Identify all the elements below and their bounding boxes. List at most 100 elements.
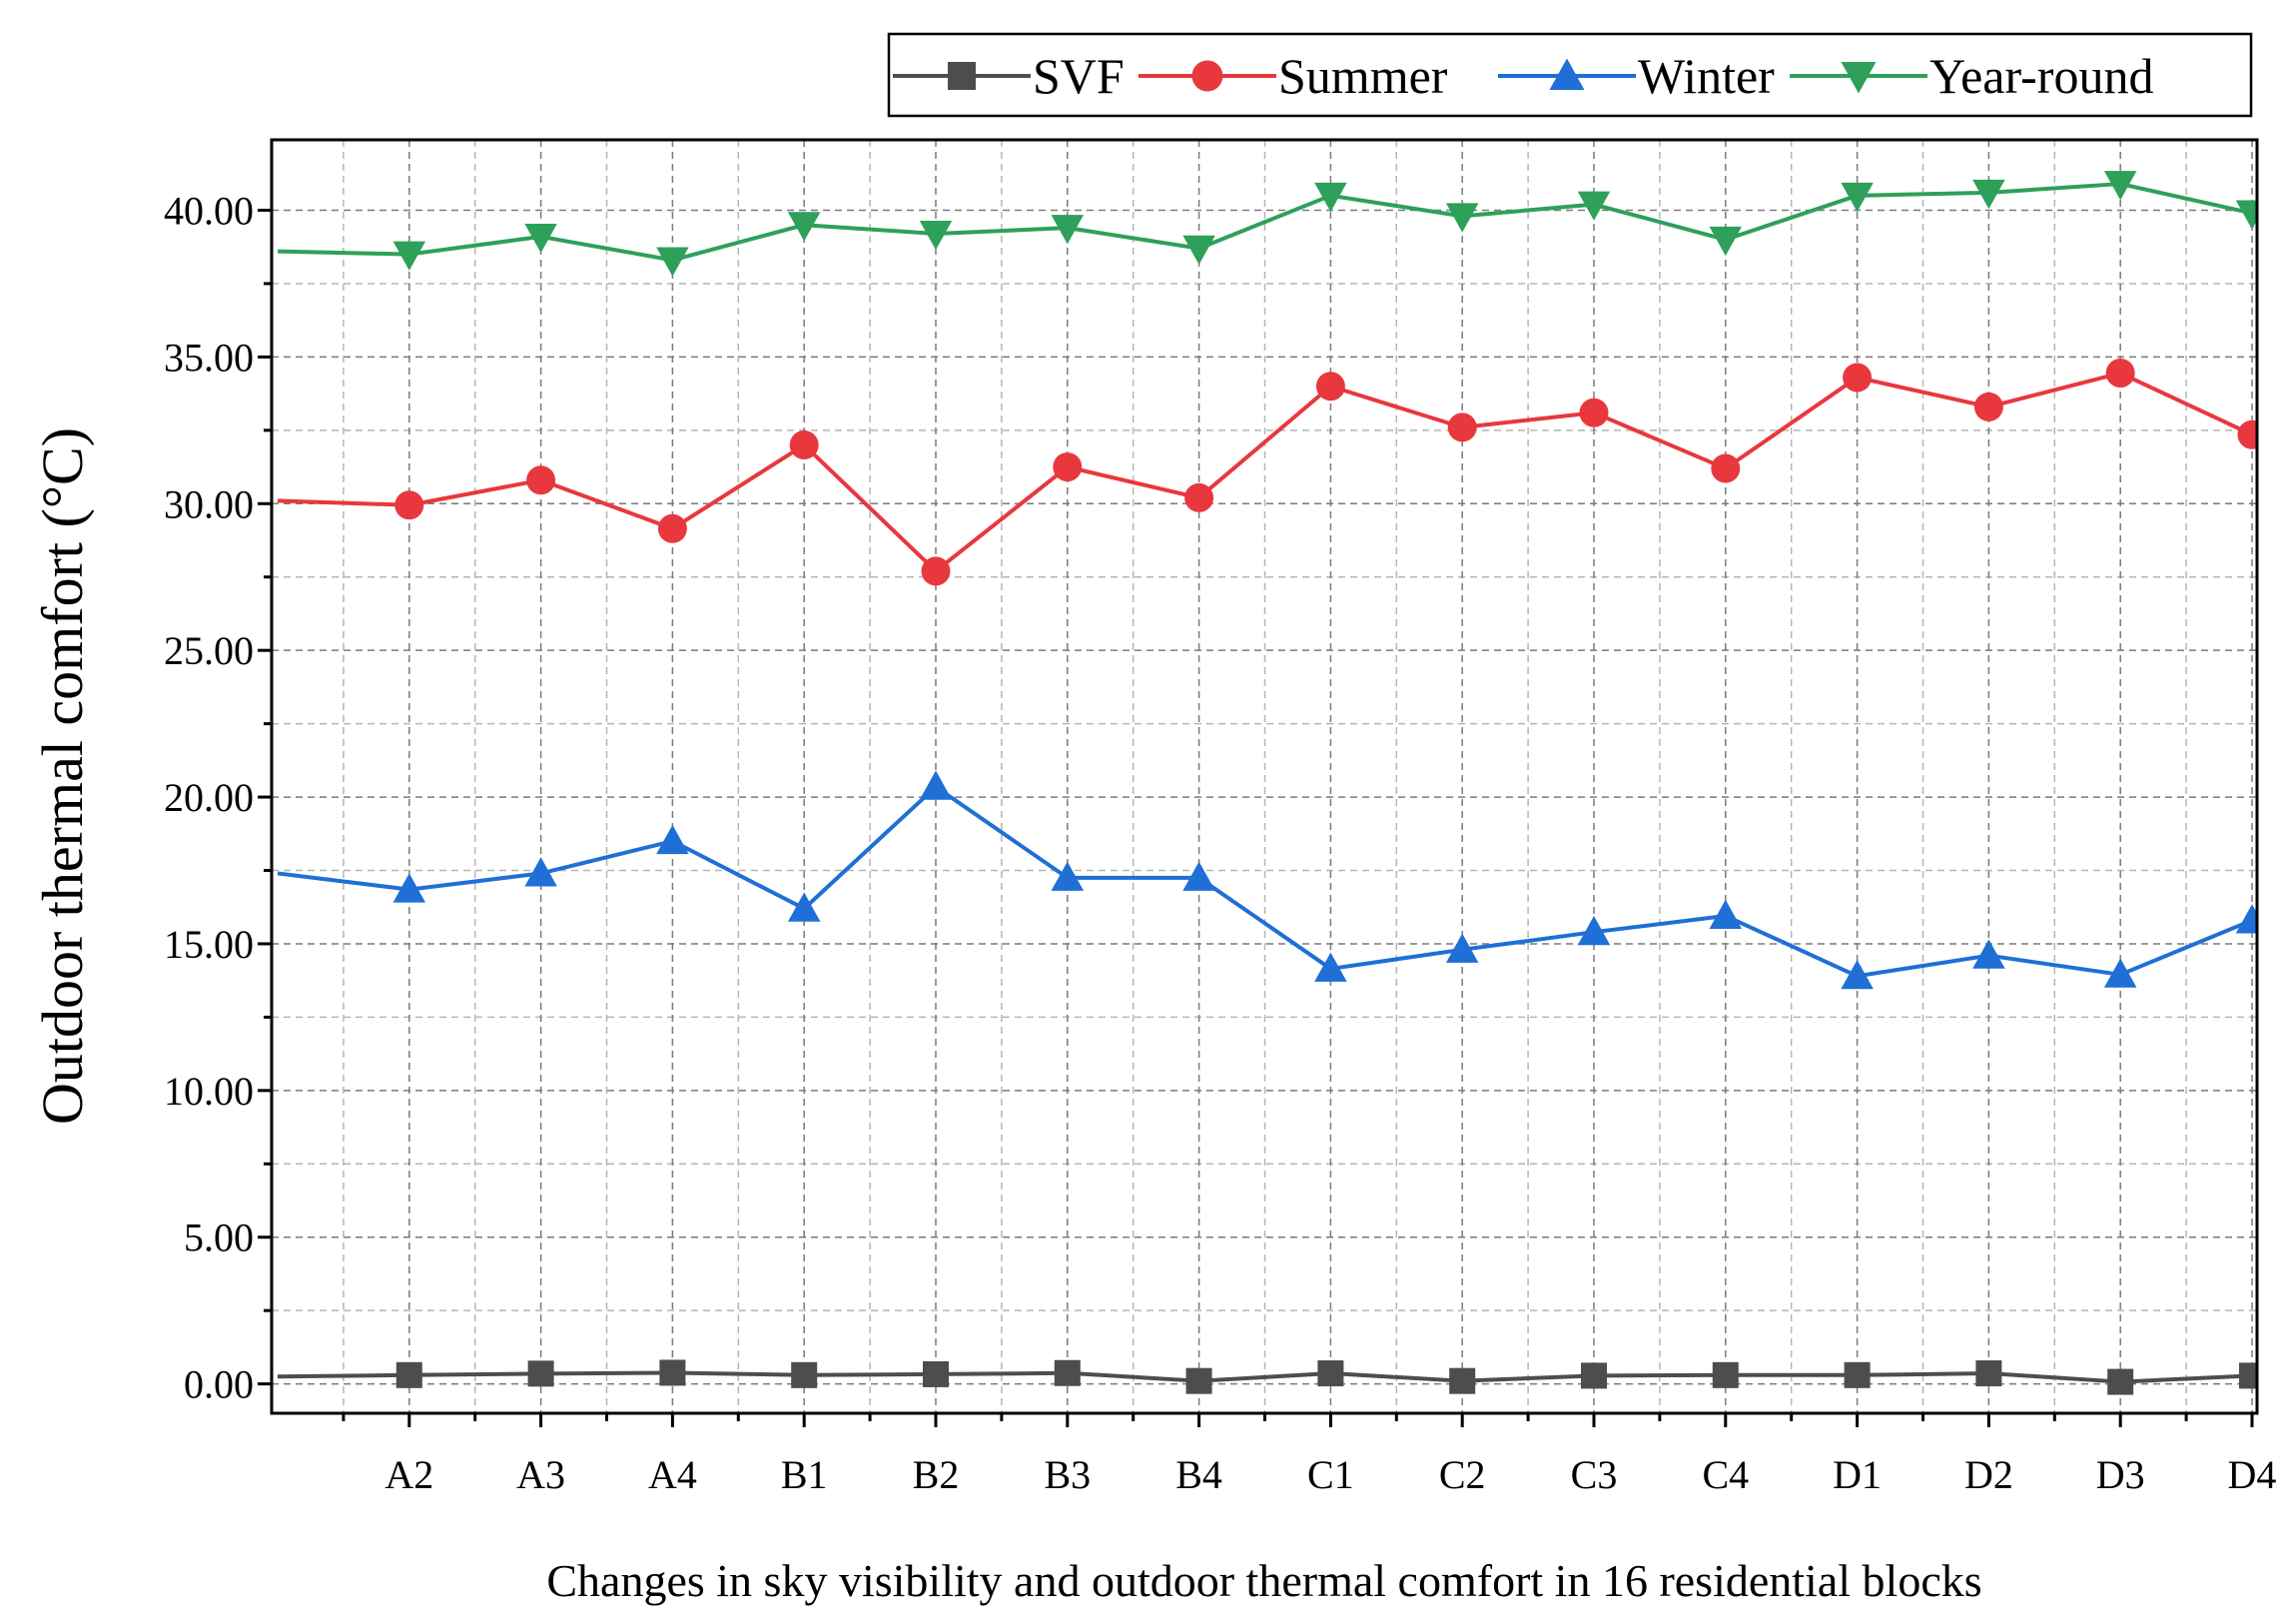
data-point-winter bbox=[1314, 952, 1347, 982]
data-point-summer bbox=[2105, 359, 2135, 389]
data-point-summer bbox=[1053, 452, 1083, 482]
data-point-summer bbox=[1973, 392, 2003, 421]
data-point-summer bbox=[789, 430, 819, 460]
x-tick-label: B3 bbox=[1044, 1452, 1091, 1497]
x-axis-title: Changes in sky visibility and outdoor th… bbox=[546, 1555, 1981, 1606]
x-tick-label: A4 bbox=[648, 1452, 697, 1497]
data-point-winter bbox=[1972, 939, 2005, 969]
data-point-winter bbox=[1445, 933, 1479, 963]
data-point-summer bbox=[1447, 412, 1477, 442]
data-point-winter bbox=[656, 824, 689, 855]
y-tick-label: 20.00 bbox=[164, 775, 254, 820]
series-line-winter bbox=[277, 784, 2253, 979]
y-tick-label: 40.00 bbox=[164, 189, 254, 234]
data-point-svf bbox=[659, 1359, 686, 1386]
data-point-svf bbox=[527, 1360, 554, 1387]
data-point-svf bbox=[395, 1361, 422, 1388]
data-point-winter bbox=[1182, 861, 1215, 891]
x-tick-label: D4 bbox=[2228, 1452, 2277, 1497]
data-point-winter bbox=[787, 892, 821, 922]
y-tick-label: 35.00 bbox=[164, 335, 254, 380]
legend-label-svf: SVF bbox=[1033, 48, 1125, 104]
series-line-summer bbox=[277, 371, 2253, 573]
data-point-summer bbox=[1843, 363, 1873, 393]
x-tick-label: C2 bbox=[1439, 1452, 1486, 1497]
legend-marker-winter bbox=[1549, 58, 1585, 90]
legend-label-summer: Summer bbox=[1278, 48, 1448, 104]
series-winter bbox=[277, 770, 2257, 990]
data-point-summer bbox=[1184, 482, 1214, 512]
data-point-year-round bbox=[1445, 203, 1479, 233]
data-point-summer bbox=[657, 513, 687, 543]
series-line-year-round bbox=[277, 182, 2253, 263]
x-tick-label: C3 bbox=[1571, 1452, 1618, 1497]
data-point-year-round bbox=[1841, 182, 1874, 213]
x-tick-label: D1 bbox=[1833, 1452, 1882, 1497]
grid bbox=[272, 140, 2257, 1413]
x-tick-label: C1 bbox=[1307, 1452, 1354, 1497]
plot-frame bbox=[270, 138, 2259, 1415]
data-point-winter bbox=[524, 857, 557, 887]
data-point-svf bbox=[2239, 1362, 2257, 1389]
data-point-summer bbox=[1315, 372, 1345, 402]
y-tick-label: 10.00 bbox=[164, 1069, 254, 1114]
x-tick-label: D3 bbox=[2096, 1452, 2145, 1497]
y-axis-title: Outdoor thermal comfort (°C) bbox=[30, 427, 95, 1125]
y-tick-label: 0.00 bbox=[184, 1362, 254, 1407]
data-point-year-round bbox=[392, 241, 426, 271]
data-point-year-round bbox=[2235, 200, 2257, 230]
data-point-year-round bbox=[524, 223, 557, 254]
y-tick-label: 25.00 bbox=[164, 628, 254, 673]
y-tick-label: 30.00 bbox=[164, 481, 254, 526]
data-point-svf bbox=[2107, 1368, 2134, 1395]
data-point-summer bbox=[2237, 419, 2257, 449]
data-point-summer bbox=[1711, 453, 1741, 483]
data-point-winter bbox=[1577, 915, 1611, 946]
data-point-svf bbox=[1844, 1361, 1871, 1388]
series-line-svf bbox=[277, 1370, 2253, 1384]
data-point-winter bbox=[1709, 899, 1743, 930]
data-point-year-round bbox=[1709, 226, 1743, 257]
data-point-winter bbox=[2103, 958, 2137, 988]
axes: 0.00 5.00 10.00 15.00 20.00 25.00 30.00 35.00 40… bbox=[164, 189, 2276, 1497]
legend-label-winter: Winter bbox=[1638, 48, 1775, 104]
data-point-winter bbox=[919, 770, 953, 800]
data-point-year-round bbox=[1182, 235, 1215, 265]
data-point-svf bbox=[791, 1361, 818, 1388]
x-tick-label: B1 bbox=[781, 1452, 828, 1497]
data-point-winter bbox=[1051, 861, 1085, 891]
series-group bbox=[277, 171, 2257, 1395]
legend-label-year-round: Year-round bbox=[1929, 48, 2153, 104]
data-point-summer bbox=[526, 465, 556, 495]
data-point-year-round bbox=[1972, 179, 2005, 210]
legend-marker-year-round bbox=[1841, 62, 1877, 94]
data-point-winter bbox=[392, 873, 426, 903]
data-point-year-round bbox=[2103, 171, 2137, 201]
legend-marker-summer bbox=[1191, 60, 1223, 92]
data-point-summer bbox=[394, 490, 424, 520]
x-tick-label: A2 bbox=[384, 1452, 433, 1497]
series-summer bbox=[277, 359, 2257, 586]
x-tick-label: A3 bbox=[516, 1452, 565, 1497]
data-point-summer bbox=[921, 556, 951, 586]
series-svf bbox=[277, 1359, 2257, 1395]
data-point-svf bbox=[1449, 1367, 1476, 1394]
data-point-winter bbox=[1841, 960, 1874, 990]
data-point-svf bbox=[1581, 1362, 1607, 1389]
x-tick-label: B2 bbox=[913, 1452, 960, 1497]
data-point-year-round bbox=[656, 247, 689, 277]
data-point-svf bbox=[1712, 1361, 1739, 1388]
data-point-svf bbox=[1185, 1367, 1212, 1394]
data-point-svf bbox=[1975, 1360, 2002, 1387]
legend-marker-svf bbox=[948, 62, 976, 90]
data-point-year-round bbox=[1314, 182, 1347, 213]
x-tick-label: B4 bbox=[1175, 1452, 1222, 1497]
data-point-year-round bbox=[919, 221, 953, 251]
data-point-svf bbox=[1054, 1359, 1081, 1386]
series-year-round bbox=[277, 171, 2257, 277]
x-tick-label: D2 bbox=[1964, 1452, 2013, 1497]
data-point-year-round bbox=[1051, 215, 1085, 245]
legend: SVF Summer Winter Year-round bbox=[887, 32, 2253, 118]
data-point-winter bbox=[2235, 904, 2257, 934]
